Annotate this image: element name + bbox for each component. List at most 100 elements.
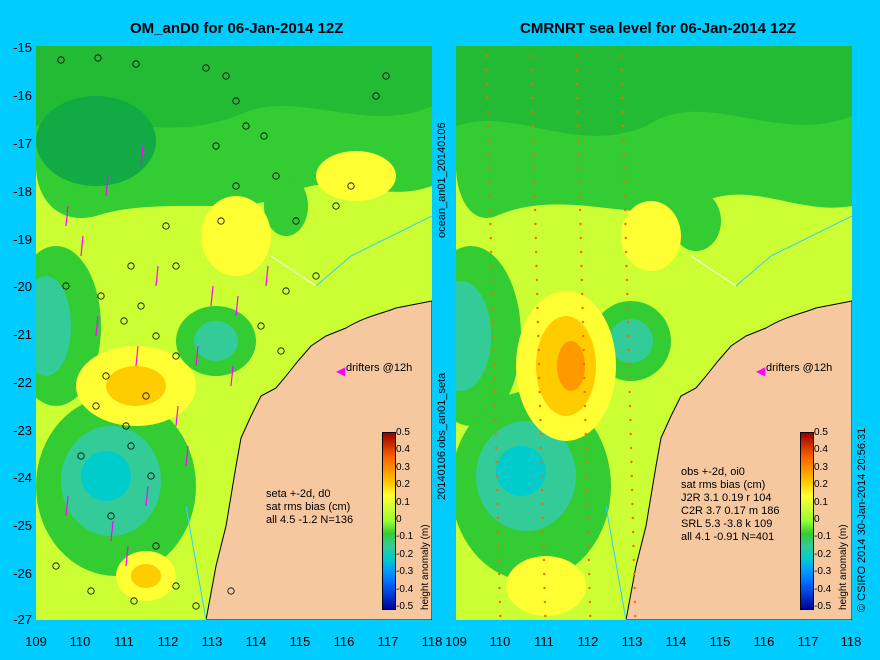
observation-marker xyxy=(222,72,230,80)
drifter-arrow xyxy=(235,295,239,317)
lon-tick-label: 113 xyxy=(621,634,643,649)
right-map-title: CMRNRT sea level for 06-Jan-2014 12Z xyxy=(520,20,796,37)
lon-tick-label: 117 xyxy=(377,634,399,649)
right-drifters-label: drifters @12h xyxy=(766,362,833,374)
satellite-track-point xyxy=(538,390,541,394)
satellite-track-point xyxy=(531,110,534,114)
satellite-track-point xyxy=(626,292,629,296)
stats-line: sat rms bias (cm) xyxy=(681,479,766,491)
satellite-track-point xyxy=(624,250,628,254)
colorbar-tick-label: -0.2 xyxy=(814,548,832,560)
observation-marker xyxy=(94,54,102,62)
satellite-track-point xyxy=(540,474,543,478)
lon-tick-label: 109 xyxy=(445,634,467,649)
observation-marker xyxy=(382,72,390,80)
observation-marker xyxy=(332,202,340,210)
satellite-track-point xyxy=(581,292,584,296)
satellite-track-point xyxy=(580,278,584,282)
lon-tick-label: 111 xyxy=(114,634,134,649)
colorbar-tick-label: -0.5 xyxy=(396,601,414,612)
satellite-track-point xyxy=(531,124,535,128)
lon-tick-label: 115 xyxy=(709,634,731,649)
satellite-track-point xyxy=(493,404,497,408)
satellite-track-point xyxy=(485,82,489,86)
colorbar-tick-label: -0.1 xyxy=(814,531,832,543)
satellite-track-point xyxy=(627,362,631,366)
satellite-track-point xyxy=(539,432,542,436)
colorbar-tick-label: -0.5 xyxy=(814,601,832,612)
satellite-track-point xyxy=(633,586,636,590)
satellite-track-point xyxy=(578,194,581,198)
drifter-arrow xyxy=(95,315,99,337)
satellite-track-point xyxy=(588,600,592,604)
colorbar-tick-label: 0 xyxy=(814,514,820,525)
observation-marker xyxy=(122,422,130,430)
satellite-track-point xyxy=(496,502,499,506)
right-map-panel: obs +-2d, oi0 sat rms bias (cm) J2R 3.1 … xyxy=(456,46,852,620)
satellite-track-point xyxy=(629,418,632,422)
satellite-track-point xyxy=(544,614,547,618)
lon-tick-label: 115 xyxy=(289,634,311,649)
satellite-track-point xyxy=(588,586,591,590)
satellite-track-point xyxy=(623,180,626,184)
satellite-track-point xyxy=(499,614,502,618)
satellite-track-point xyxy=(633,600,637,604)
satellite-track-point xyxy=(582,348,585,352)
satellite-track-point xyxy=(623,208,627,212)
left-colorbar-title: height anomaly (m) xyxy=(420,524,431,610)
colorbar-tick-label: 0.2 xyxy=(396,479,410,491)
right-colorbar-title: height anomaly (m) xyxy=(838,524,849,610)
observation-marker xyxy=(232,182,240,190)
colorbar-tick-label: -0.2 xyxy=(396,548,414,560)
drifter-arrow xyxy=(125,545,129,567)
satellite-track-point xyxy=(575,54,578,58)
satellite-track-point xyxy=(634,614,637,618)
satellite-track-point xyxy=(498,572,501,576)
left-stats-box: seta +-2d, d0 sat rms bias (cm) all 4.5 … xyxy=(266,488,353,527)
copyright-label: © CSIRO 2014 30-Jan-2014 20:56:31 xyxy=(856,427,868,612)
satellite-track-point xyxy=(629,432,632,436)
lat-tick-label: -24 xyxy=(13,470,32,485)
observation-marker xyxy=(92,402,100,410)
satellite-track-point xyxy=(537,348,540,352)
colorbar-tick-label: -0.3 xyxy=(396,566,414,578)
satellite-track-point xyxy=(577,138,580,142)
observation-marker xyxy=(347,182,355,190)
satellite-track-point xyxy=(537,334,540,338)
satellite-track-point xyxy=(586,530,590,534)
satellite-track-point xyxy=(533,194,536,198)
satellite-track-point xyxy=(492,348,495,352)
observation-marker xyxy=(102,372,110,380)
drifter-arrow xyxy=(185,445,189,467)
drifter-arrow xyxy=(230,365,234,387)
satellite-track-point xyxy=(586,516,589,520)
lat-tick-label: -25 xyxy=(13,518,32,533)
observation-marker xyxy=(242,122,250,130)
satellite-track-point xyxy=(576,96,579,100)
satellite-track-point xyxy=(530,82,534,86)
satellite-track-point xyxy=(627,334,630,338)
satellite-track-point xyxy=(631,530,635,534)
satellite-track-point xyxy=(543,600,547,604)
drifter-arrow xyxy=(265,265,269,287)
observation-marker xyxy=(372,92,380,100)
satellite-track-point xyxy=(536,306,539,310)
lon-tick-label: 114 xyxy=(665,634,687,649)
satellite-track-point xyxy=(543,572,546,576)
satellite-track-point xyxy=(497,558,501,562)
observation-marker xyxy=(202,64,210,72)
observation-marker xyxy=(172,262,180,270)
satellite-track-point xyxy=(576,124,580,128)
satellite-track-point xyxy=(487,138,490,142)
satellite-track-point xyxy=(492,334,495,338)
satellite-track-point xyxy=(491,320,495,324)
satellite-track-point xyxy=(583,404,587,408)
satellite-track-point xyxy=(576,110,579,114)
satellite-track-point xyxy=(488,194,491,198)
satellite-track-point xyxy=(577,166,581,170)
satellite-track-point xyxy=(623,194,626,198)
satellite-track-point xyxy=(585,474,588,478)
satellite-track-point xyxy=(579,250,583,254)
lat-tick-label: -17 xyxy=(13,136,32,151)
drifter-arrow xyxy=(145,485,149,507)
